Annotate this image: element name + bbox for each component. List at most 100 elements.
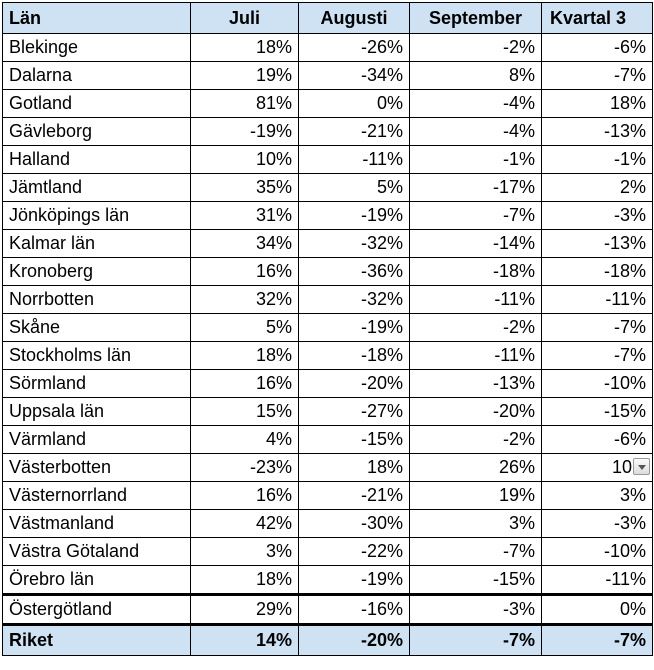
september-cell[interactable]: -2% <box>409 33 542 62</box>
september-cell[interactable]: -7% <box>409 537 542 566</box>
juli-cell[interactable]: 31% <box>190 201 299 230</box>
kvartal3-cell[interactable]: -7% <box>541 61 653 90</box>
header-augusti[interactable]: Augusti <box>298 2 410 34</box>
lan-cell[interactable]: Västernorrland <box>2 481 191 510</box>
total-juli-cell[interactable]: 14% <box>190 623 299 656</box>
lan-cell[interactable]: Blekinge <box>2 33 191 62</box>
juli-cell[interactable]: 42% <box>190 509 299 538</box>
kvartal3-cell[interactable]: -18% <box>541 257 653 286</box>
juli-cell[interactable]: 19% <box>190 61 299 90</box>
kvartal3-cell[interactable]: -11% <box>541 285 653 314</box>
juli-cell[interactable]: 16% <box>190 257 299 286</box>
juli-cell[interactable]: -19% <box>190 117 299 146</box>
lan-cell[interactable]: Norrbotten <box>2 285 191 314</box>
augusti-cell[interactable]: 18% <box>298 453 410 482</box>
lan-cell[interactable]: Dalarna <box>2 61 191 90</box>
kvartal3-cell[interactable]: -7% <box>541 313 653 342</box>
september-cell[interactable]: -7% <box>409 201 542 230</box>
kvartal3-cell[interactable]: -3% <box>541 201 653 230</box>
juli-cell[interactable]: 3% <box>190 537 299 566</box>
kvartal3-cell[interactable]: -10% <box>541 537 653 566</box>
lan-cell[interactable]: Skåne <box>2 313 191 342</box>
lan-cell[interactable]: Västmanland <box>2 509 191 538</box>
augusti-cell[interactable]: -21% <box>298 481 410 510</box>
augusti-cell[interactable]: -30% <box>298 509 410 538</box>
juli-cell[interactable]: 4% <box>190 425 299 454</box>
juli-cell[interactable]: 15% <box>190 397 299 426</box>
lan-cell[interactable]: Västerbotten <box>2 453 191 482</box>
september-cell[interactable]: -3% <box>409 593 542 625</box>
september-cell[interactable]: -11% <box>409 285 542 314</box>
september-cell[interactable]: 3% <box>409 509 542 538</box>
augusti-cell[interactable]: 0% <box>298 89 410 118</box>
lan-cell[interactable]: Gotland <box>2 89 191 118</box>
augusti-cell[interactable]: -21% <box>298 117 410 146</box>
augusti-cell[interactable]: -20% <box>298 369 410 398</box>
september-cell[interactable]: -2% <box>409 313 542 342</box>
september-cell[interactable]: -2% <box>409 425 542 454</box>
kvartal3-cell[interactable]: -11% <box>541 565 653 595</box>
september-cell[interactable]: 26% <box>409 453 542 482</box>
lan-cell[interactable]: Kalmar län <box>2 229 191 258</box>
kvartal3-cell[interactable]: -13% <box>541 229 653 258</box>
augusti-cell[interactable]: -16% <box>298 593 410 625</box>
augusti-cell[interactable]: -18% <box>298 341 410 370</box>
lan-cell[interactable]: Värmland <box>2 425 191 454</box>
kvartal3-cell[interactable]: 2% <box>541 173 653 202</box>
header-juli[interactable]: Juli <box>190 2 299 34</box>
juli-cell[interactable]: 18% <box>190 341 299 370</box>
kvartal3-cell[interactable]: 0% <box>541 593 653 625</box>
augusti-cell[interactable]: -32% <box>298 229 410 258</box>
kvartal3-cell[interactable]: -15% <box>541 397 653 426</box>
augusti-cell[interactable]: -19% <box>298 565 410 595</box>
september-cell[interactable]: -1% <box>409 145 542 174</box>
augusti-cell[interactable]: -26% <box>298 33 410 62</box>
augusti-cell[interactable]: -36% <box>298 257 410 286</box>
lan-cell[interactable]: Sörmland <box>2 369 191 398</box>
september-cell[interactable]: -20% <box>409 397 542 426</box>
september-cell[interactable]: -15% <box>409 565 542 595</box>
juli-cell[interactable]: 16% <box>190 369 299 398</box>
augusti-cell[interactable]: -22% <box>298 537 410 566</box>
kvartal3-cell[interactable]: -7% <box>541 341 653 370</box>
lan-cell[interactable]: Kronoberg <box>2 257 191 286</box>
juli-cell[interactable]: 10% <box>190 145 299 174</box>
augusti-cell[interactable]: -11% <box>298 145 410 174</box>
lan-cell[interactable]: Örebro län <box>2 565 191 595</box>
september-cell[interactable]: -13% <box>409 369 542 398</box>
augusti-cell[interactable]: 5% <box>298 173 410 202</box>
juli-cell[interactable]: 81% <box>190 89 299 118</box>
header-lan[interactable]: Län <box>2 2 191 34</box>
kvartal3-cell[interactable]: -3% <box>541 509 653 538</box>
juli-cell[interactable]: 18% <box>190 33 299 62</box>
september-cell[interactable]: -11% <box>409 341 542 370</box>
header-kvartal3[interactable]: Kvartal 3 <box>541 2 653 34</box>
lan-cell[interactable]: Uppsala län <box>2 397 191 426</box>
total-augusti-cell[interactable]: -20% <box>298 623 410 656</box>
lan-cell[interactable]: Jämtland <box>2 173 191 202</box>
lan-cell[interactable]: Stockholms län <box>2 341 191 370</box>
lan-cell[interactable]: Östergötland <box>2 593 191 625</box>
augusti-cell[interactable]: -27% <box>298 397 410 426</box>
kvartal3-cell[interactable]: 3% <box>541 481 653 510</box>
augusti-cell[interactable]: -19% <box>298 201 410 230</box>
september-cell[interactable]: 19% <box>409 481 542 510</box>
total-kvartal3-cell[interactable]: -7% <box>541 623 653 656</box>
augusti-cell[interactable]: -15% <box>298 425 410 454</box>
augusti-cell[interactable]: -32% <box>298 285 410 314</box>
augusti-cell[interactable]: -19% <box>298 313 410 342</box>
september-cell[interactable]: 8% <box>409 61 542 90</box>
september-cell[interactable]: -14% <box>409 229 542 258</box>
lan-cell[interactable]: Halland <box>2 145 191 174</box>
kvartal3-cell[interactable]: -6% <box>541 33 653 62</box>
september-cell[interactable]: -18% <box>409 257 542 286</box>
juli-cell[interactable]: 5% <box>190 313 299 342</box>
september-cell[interactable]: -17% <box>409 173 542 202</box>
lan-cell[interactable]: Gävleborg <box>2 117 191 146</box>
kvartal3-cell[interactable]: -10% <box>541 369 653 398</box>
kvartal3-cell[interactable]: -13% <box>541 117 653 146</box>
kvartal3-cell[interactable]: -6% <box>541 425 653 454</box>
juli-cell[interactable]: 29% <box>190 593 299 625</box>
augusti-cell[interactable]: -34% <box>298 61 410 90</box>
juli-cell[interactable]: 34% <box>190 229 299 258</box>
